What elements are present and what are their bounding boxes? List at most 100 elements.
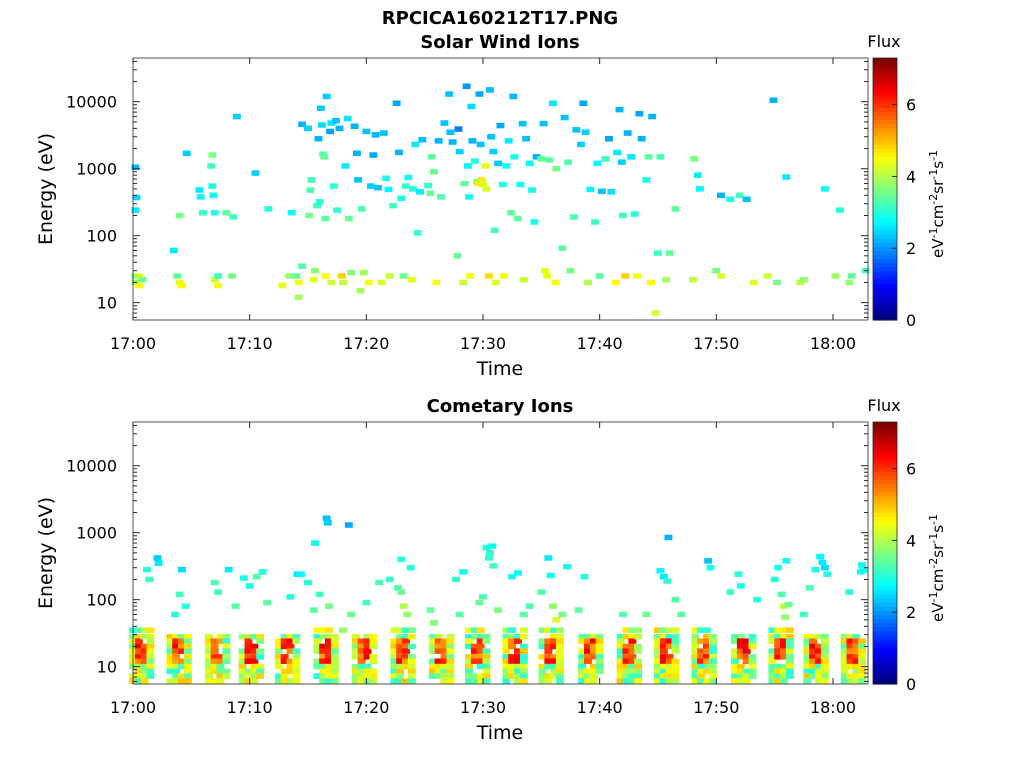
flux-cell (644, 154, 653, 160)
flux-cell (691, 668, 700, 675)
flux-cell (280, 658, 289, 664)
flux-cell (858, 638, 867, 644)
flux-cell (628, 648, 637, 654)
flux-cell (773, 279, 781, 286)
colorbar-swatch (873, 119, 897, 125)
flux-cell (809, 654, 818, 660)
flux-cell (396, 627, 405, 633)
flux-cell (840, 654, 849, 660)
x-tick-label: 17:50 (693, 334, 739, 353)
flux-cell (204, 638, 213, 644)
flux-cell (399, 603, 408, 609)
flux-cell (595, 663, 604, 670)
flux-cell (815, 673, 823, 679)
flux-cell (285, 273, 294, 279)
flux-cell (820, 654, 829, 660)
flux-cell (210, 663, 219, 670)
flux-cell (519, 673, 528, 679)
flux-cell (780, 648, 788, 654)
colorbar-swatch (873, 475, 897, 480)
flux-cell (691, 654, 700, 660)
flux-cell (244, 633, 253, 640)
flux-cell (820, 186, 829, 192)
colorbar-swatch (873, 299, 897, 305)
flux-cell (634, 627, 643, 633)
flux-cell (250, 663, 259, 670)
flux-cell (508, 663, 517, 670)
flux-cell (578, 633, 587, 640)
flux-cell (172, 648, 181, 654)
flux-cell (172, 678, 181, 684)
flux-cell (736, 648, 745, 654)
flux-cell (846, 654, 855, 660)
flux-cell (545, 157, 554, 163)
flux-cell (820, 673, 829, 679)
colorbar-swatch (873, 62, 897, 67)
flux-cell (628, 678, 637, 684)
colorbar-swatch (873, 618, 897, 624)
flux-cell (351, 638, 360, 644)
colorbar-swatch (873, 180, 897, 186)
colorbar-swatch (873, 238, 897, 243)
flux-cell (390, 668, 399, 675)
flux-cell (858, 668, 867, 675)
flux-cell (703, 627, 711, 633)
colorbar-swatch (873, 638, 897, 644)
colorbar-swatch (873, 610, 897, 615)
flux-cell (736, 643, 745, 650)
flux-cell (195, 187, 204, 193)
colorbar-tick-label: 4 (906, 167, 916, 186)
flux-cell (708, 668, 717, 675)
flux-cell (550, 638, 559, 644)
flux-cell (339, 627, 347, 633)
flux-cell (440, 643, 449, 650)
flux-cell (665, 654, 674, 660)
flux-cell (697, 648, 706, 654)
flux-cell (351, 663, 360, 670)
flux-cell (803, 673, 812, 679)
flux-cell (210, 678, 219, 684)
flux-cell (390, 643, 399, 650)
flux-cell (697, 678, 706, 684)
colorbar-swatch (873, 581, 897, 587)
spectrogram-cells (131, 83, 870, 316)
flux-cell (785, 643, 794, 650)
flux-cell (274, 678, 283, 684)
flux-cell (616, 633, 625, 640)
flux-cell (858, 562, 867, 568)
flux-cell (306, 187, 315, 193)
flux-cell (172, 638, 181, 644)
flux-cell (321, 273, 330, 279)
flux-cell (210, 579, 219, 586)
flux-cell (598, 188, 606, 194)
flux-cell (708, 648, 717, 654)
flux-cell (465, 663, 473, 670)
flux-cell (665, 633, 674, 640)
flux-cell (659, 643, 668, 650)
flux-cell (430, 620, 438, 626)
colorbar-swatch (873, 626, 897, 632)
flux-cell (516, 181, 525, 188)
flux-cell (476, 643, 485, 650)
flux-cell (325, 678, 333, 684)
flux-cell (782, 558, 791, 564)
flux-cell (482, 668, 491, 675)
flux-cell (780, 663, 788, 670)
flux-cell (357, 668, 366, 675)
flux-cell (390, 663, 399, 670)
flux-cell (635, 111, 644, 117)
flux-cell (475, 599, 484, 606)
flux-cell (313, 627, 322, 633)
flux-cell (396, 654, 405, 660)
flux-cell (325, 668, 333, 675)
flux-cell (362, 128, 371, 135)
flux-cell (544, 654, 553, 660)
y-tick-label: 10 (97, 658, 117, 677)
flux-cell (245, 583, 254, 589)
flux-cell (591, 219, 599, 225)
colorbar-swatch (873, 131, 897, 137)
colorbar-swatch (873, 679, 897, 685)
flux-cell (330, 638, 339, 644)
flux-cell (470, 648, 479, 654)
